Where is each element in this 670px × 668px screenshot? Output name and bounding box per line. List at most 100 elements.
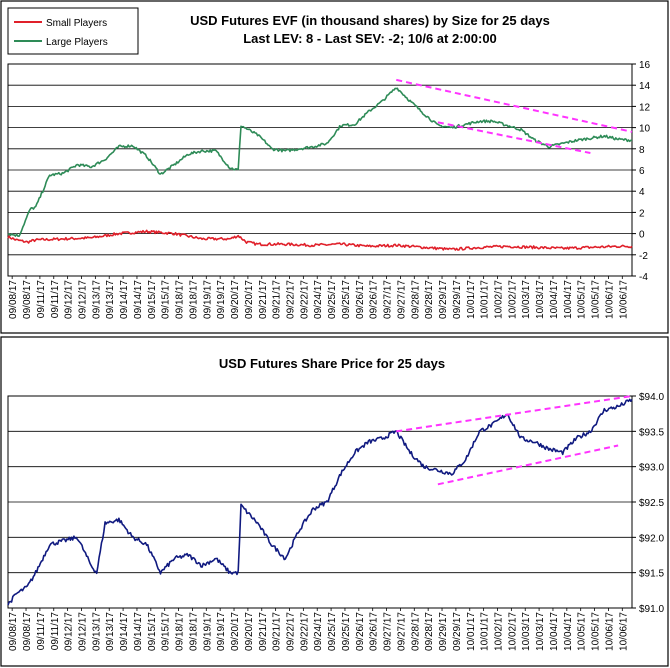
- y-tick-label: $91.5: [639, 569, 664, 580]
- x-tick-label: 09/11/17: [50, 612, 61, 651]
- x-tick-label: 09/11/17: [36, 280, 47, 319]
- large-players-series-line: [7, 87, 632, 237]
- x-tick-label: 09/29/17: [452, 612, 463, 651]
- y-tick-label: 2: [639, 208, 645, 219]
- x-tick-label: 09/15/17: [147, 280, 158, 319]
- x-tick-label: 09/28/17: [424, 612, 435, 651]
- x-tick-label: 10/06/17: [604, 280, 615, 319]
- y-tick-label: $94.0: [639, 392, 664, 403]
- x-tick-label: 10/06/17: [618, 280, 629, 319]
- x-tick-label: 09/26/17: [369, 280, 380, 319]
- price-plot-area: $91.0 $91.5 $92.0 $92.5 $93.0 $93.5 $94.0 09/08…: [7, 392, 664, 651]
- evf-chart-subtitle: Last LEV: 8 - Last SEV: -2; 10/6 at 2:00…: [243, 31, 497, 46]
- y-tick-label: $93.0: [639, 463, 664, 474]
- x-tick-label: 10/01/17: [480, 612, 491, 651]
- x-tick-label: 09/18/17: [175, 612, 186, 651]
- x-tick-label: 09/25/17: [327, 280, 338, 319]
- x-tick-label: 10/01/17: [480, 280, 491, 319]
- trendline: [396, 78, 633, 133]
- x-tick-label: 09/19/17: [216, 280, 227, 319]
- x-tick-label: 10/05/17: [591, 280, 602, 319]
- x-tick-label: 09/26/17: [369, 612, 380, 651]
- x-tick-label: 09/15/17: [147, 612, 158, 651]
- x-tick-label: 10/06/17: [618, 612, 629, 651]
- x-tick-label: 09/26/17: [355, 612, 366, 651]
- y-tick-label: 6: [639, 166, 645, 177]
- x-tick-label: 09/20/17: [244, 612, 255, 651]
- y-tick-label: -2: [639, 251, 648, 262]
- x-tick-label: 10/02/17: [507, 612, 518, 651]
- trendline: [437, 121, 591, 155]
- x-tick-label: 09/15/17: [161, 280, 172, 319]
- x-tick-label: 09/13/17: [91, 612, 102, 651]
- x-tick-label: 09/22/17: [299, 612, 310, 651]
- legend-box: [7, 7, 139, 55]
- x-tick-label: 09/12/17: [77, 612, 88, 651]
- plot-frame: [7, 63, 633, 277]
- y-tick-label: $93.5: [639, 427, 664, 438]
- x-tick-label: 09/20/17: [230, 612, 241, 651]
- x-tick-label: 09/29/17: [438, 280, 449, 319]
- x-tick-label: 09/21/17: [272, 612, 283, 651]
- x-tick-label: 09/14/17: [133, 612, 144, 651]
- x-tick-label: 09/29/17: [452, 280, 463, 319]
- evf-chart-title: USD Futures EVF (in thousand shares) by …: [190, 13, 550, 28]
- price-chart-title: USD Futures Share Price for 25 days: [219, 356, 445, 371]
- x-tick-label: 10/05/17: [591, 612, 602, 651]
- y-tick-label: $92.5: [639, 498, 664, 509]
- x-tick-label: 10/03/17: [535, 280, 546, 319]
- y-tick-label: 10: [639, 124, 651, 135]
- x-tick-label: 09/25/17: [341, 612, 352, 651]
- x-tick-label: 09/27/17: [396, 612, 407, 651]
- plot-frame: [7, 395, 633, 609]
- x-tick-label: 10/03/17: [535, 612, 546, 651]
- x-tick-label: 09/26/17: [355, 280, 366, 319]
- x-tick-label: 09/14/17: [119, 280, 130, 319]
- price-panel: [0, 336, 669, 667]
- x-tick-label: 09/13/17: [105, 612, 116, 651]
- evf-panel: [0, 0, 669, 334]
- x-tick-label: 09/22/17: [299, 280, 310, 319]
- x-tick-label: 09/24/17: [313, 280, 324, 319]
- x-tick-label: 09/11/17: [50, 280, 61, 319]
- x-tick-label: 09/25/17: [327, 612, 338, 651]
- x-tick-label: 09/27/17: [396, 280, 407, 319]
- x-tick-label: 09/18/17: [175, 280, 186, 319]
- y-tick-label: -4: [639, 272, 648, 283]
- x-tick-label: 09/20/17: [230, 280, 241, 319]
- x-tick-label: 09/27/17: [383, 612, 394, 651]
- x-tick-label: 10/01/17: [466, 280, 477, 319]
- y-tick-label: $92.0: [639, 533, 664, 544]
- x-tick-label: 09/12/17: [77, 280, 88, 319]
- y-tick-label: 16: [639, 60, 651, 71]
- x-tick-label: 09/08/17: [8, 612, 19, 651]
- y-tick-label: 14: [639, 81, 651, 92]
- x-tick-label: 09/27/17: [383, 280, 394, 319]
- x-tick-label: 10/03/17: [521, 280, 532, 319]
- x-tick-label: 09/13/17: [91, 280, 102, 319]
- x-tick-label: 09/15/17: [161, 612, 172, 651]
- x-tick-label: 09/21/17: [272, 280, 283, 319]
- x-tick-label: 09/20/17: [244, 280, 255, 319]
- x-tick-label: 09/28/17: [410, 280, 421, 319]
- x-tick-label: 09/19/17: [216, 612, 227, 651]
- x-tick-label: 09/25/17: [341, 280, 352, 319]
- legend-label-large-players: Large Players: [46, 37, 108, 48]
- x-tick-label: 10/06/17: [604, 612, 615, 651]
- x-tick-label: 10/04/17: [563, 280, 574, 319]
- small-players-series-line: [7, 229, 633, 251]
- x-tick-label: 09/14/17: [119, 612, 130, 651]
- x-tick-label: 10/05/17: [577, 280, 588, 319]
- x-tick-label: 09/08/17: [22, 280, 33, 319]
- x-tick-label: 09/14/17: [133, 280, 144, 319]
- x-tick-label: 10/04/17: [549, 280, 560, 319]
- x-tick-label: 09/18/17: [188, 612, 199, 651]
- x-tick-label: 10/01/17: [466, 612, 477, 651]
- x-tick-label: 09/12/17: [64, 612, 75, 651]
- y-tick-label: 8: [639, 145, 645, 156]
- x-tick-label: 09/19/17: [202, 280, 213, 319]
- x-tick-label: 09/21/17: [258, 280, 269, 319]
- x-tick-label: 09/24/17: [313, 612, 324, 651]
